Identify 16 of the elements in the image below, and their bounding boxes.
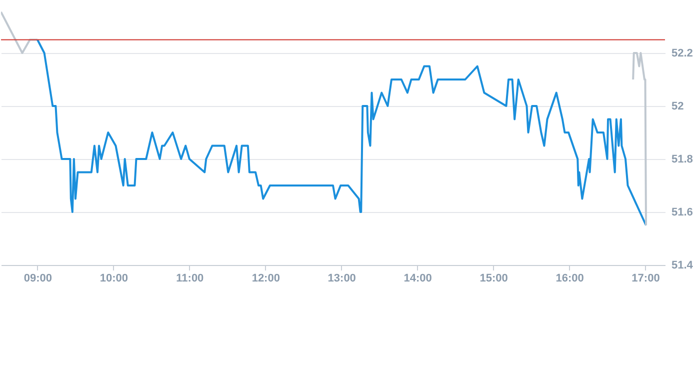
- x-tick-label: 09:00: [24, 272, 52, 284]
- line-series: [632, 52, 648, 226]
- x-tick-label: 10:00: [100, 272, 128, 284]
- y-tick-label: 51.8: [672, 154, 693, 166]
- y-tick-label: 52: [672, 100, 684, 112]
- x-tick-label: 13:00: [328, 272, 356, 284]
- x-tick-label: 16:00: [556, 272, 584, 284]
- x-tick-label: 12:00: [252, 272, 280, 284]
- y-tick-label: 51.6: [672, 206, 693, 218]
- x-tick-label: 14:00: [404, 272, 432, 284]
- x-tick-label: 11:00: [176, 272, 204, 284]
- x-tick-label: 17:00: [632, 272, 660, 284]
- line-series: [36, 38, 648, 226]
- y-tick-label: 52.2: [672, 48, 693, 60]
- x-tick-label: 15:00: [480, 272, 508, 284]
- y-tick-label: 51.4: [672, 260, 693, 272]
